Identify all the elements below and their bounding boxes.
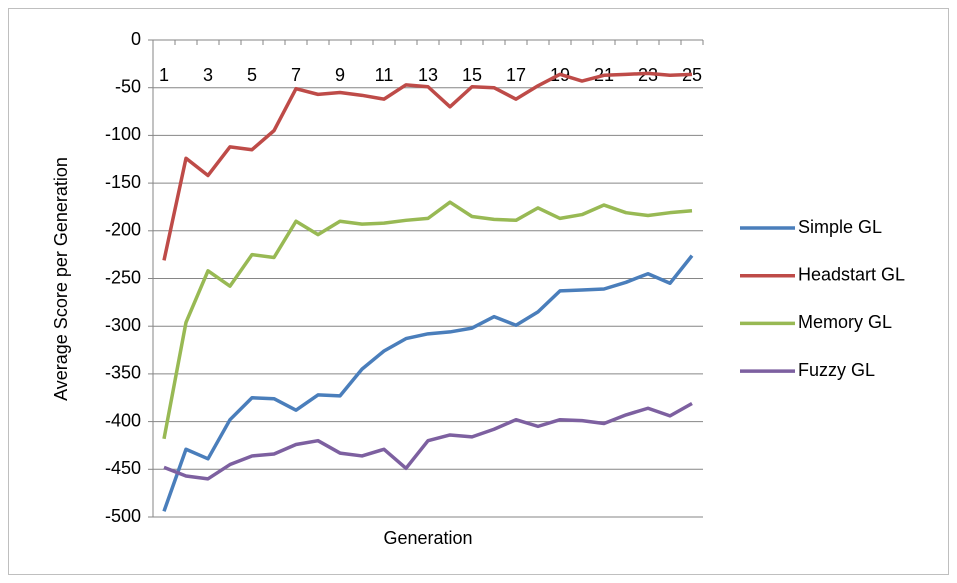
- legend-label: Headstart GL: [798, 264, 905, 284]
- x-tick-label: 1: [159, 65, 169, 85]
- legend-label: Simple GL: [798, 217, 882, 237]
- legend-label: Fuzzy GL: [798, 360, 875, 380]
- x-tick-label: 17: [506, 65, 526, 85]
- series-line: [162, 200, 693, 440]
- x-tick-label: 15: [462, 65, 482, 85]
- y-tick-label: -100: [105, 124, 141, 144]
- x-axis-title: Generation: [383, 528, 472, 548]
- chart-frame: [8, 8, 949, 575]
- x-tick-label: 5: [247, 65, 257, 85]
- y-tick-label: -400: [105, 410, 141, 430]
- y-tick-label: -300: [105, 315, 141, 335]
- y-tick-label: -450: [105, 458, 141, 478]
- series-line: [162, 254, 694, 512]
- x-tick-label: 11: [375, 65, 394, 85]
- y-tick-label: -150: [105, 172, 141, 192]
- y-tick-label: -350: [105, 363, 141, 383]
- y-tick-label: -500: [105, 506, 141, 526]
- y-tick-label: -200: [105, 220, 141, 240]
- legend-label: Memory GL: [798, 312, 892, 332]
- y-axis-title: Average Score per Generation: [51, 157, 71, 401]
- x-tick-label: 3: [203, 65, 213, 85]
- x-tick-label: 13: [418, 65, 438, 85]
- x-tick-label: 7: [291, 65, 301, 85]
- series-line: [162, 71, 693, 261]
- y-tick-label: -50: [115, 76, 141, 96]
- y-tick-label: 0: [131, 29, 141, 49]
- series-line: [163, 401, 693, 481]
- y-tick-label: -250: [105, 267, 141, 287]
- x-tick-label: 9: [335, 65, 345, 85]
